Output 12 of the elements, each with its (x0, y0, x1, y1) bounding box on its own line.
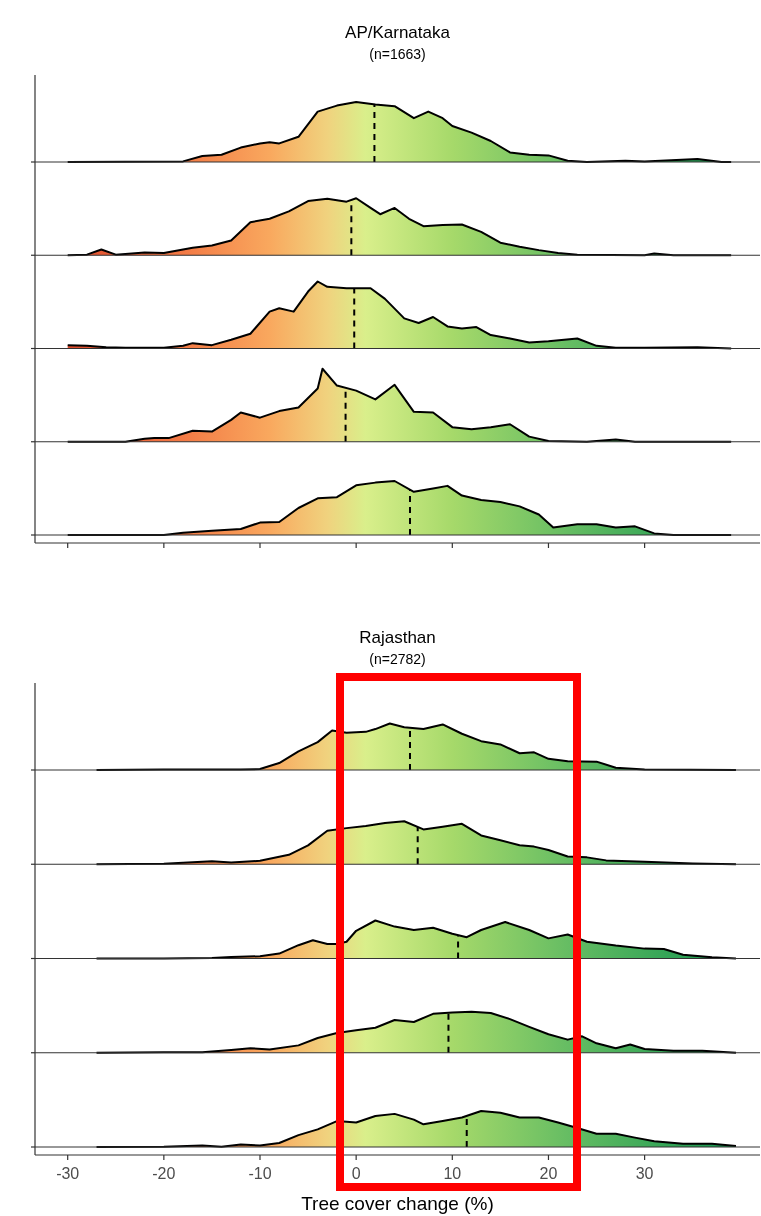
x-tick-label: -30 (56, 1165, 80, 1182)
x-axis-title: Tree cover change (%) (301, 1193, 494, 1214)
x-tick-label: 10 (443, 1165, 462, 1182)
x-tick-label: 20 (539, 1165, 558, 1182)
x-tick-label: 0 (351, 1165, 361, 1182)
chart-title: Rajasthan (359, 628, 436, 647)
x-tick-label: 30 (635, 1165, 654, 1182)
x-tick-label: -10 (248, 1165, 272, 1182)
chart-subtitle: (n=1663) (369, 46, 426, 62)
chart-title: AP/Karnataka (345, 23, 451, 42)
chart-subtitle: (n=2782) (369, 651, 426, 667)
x-tick-label: -20 (152, 1165, 176, 1182)
